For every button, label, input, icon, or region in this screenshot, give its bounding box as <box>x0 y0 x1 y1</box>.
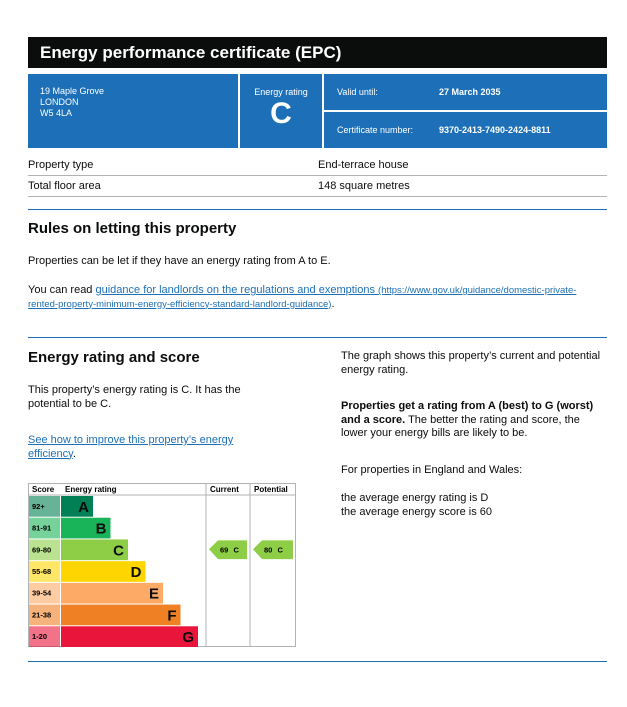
link-text[interactable]: guidance for landlords on the regulation… <box>95 284 375 296</box>
valid-row: Valid until: 27 March 2035 <box>324 74 607 110</box>
paragraph: Properties get a rating from A (best) to… <box>341 400 607 441</box>
column-header: Score <box>32 485 55 494</box>
table-row: Property type End-terrace house <box>28 155 607 176</box>
bold-text: Properties get a rating from A (best) to… <box>341 400 594 426</box>
value: 9370-2413-7490-2424-8811 <box>439 125 551 135</box>
score-cell <box>29 539 60 561</box>
table-row: Total floor area 148 square metres <box>28 176 607 197</box>
cell: End-terrace house <box>318 159 409 171</box>
band-letter: E <box>149 586 159 603</box>
text: . <box>331 297 335 310</box>
score-label: 69-80 <box>32 545 51 554</box>
band-letter: F <box>167 607 176 624</box>
heading: Rules on letting this property <box>28 220 237 237</box>
rating: C <box>270 97 292 130</box>
rating-chart: Score Energy rating Current Potential 92+ A 81… <box>28 483 296 647</box>
divider <box>28 661 607 662</box>
arrow-score: 69 <box>220 545 228 554</box>
score-cell <box>29 517 60 539</box>
band-letter: B <box>96 521 107 538</box>
paragraph: For properties in England and Wales: <box>341 463 523 476</box>
score-cell <box>29 561 60 582</box>
score-label: 1-20 <box>32 632 47 641</box>
cell: Total floor area <box>28 180 101 192</box>
score-cell <box>29 626 60 647</box>
arrow-score: 80 <box>264 545 272 554</box>
link[interactable]: See how to improve this property’s energ… <box>28 434 234 460</box>
score-label: 92+ <box>32 502 45 511</box>
band-bar <box>61 539 128 561</box>
divider <box>28 337 607 338</box>
band-letter: A <box>78 499 89 516</box>
text: You can read <box>28 284 93 296</box>
score-label: 39-54 <box>32 589 52 598</box>
paragraph: the average energy score is 60 <box>341 505 493 518</box>
cert-row: Certificate number: 9370-2413-7490-2424-… <box>324 112 607 148</box>
band-bar <box>61 604 181 626</box>
rating-label: Energy rating <box>254 87 308 97</box>
arrow-band: C <box>233 545 239 554</box>
divider <box>28 209 607 210</box>
band-letter: D <box>131 564 142 581</box>
title: Energy performance certificate (EPC) <box>28 37 607 68</box>
paragraph: This property’s energy rating is C. It h… <box>28 384 241 410</box>
band-letter: G <box>182 629 194 646</box>
paragraph: See how to improve this property’s energ… <box>28 434 258 461</box>
paragraph: Properties can be let if they have an en… <box>28 255 331 267</box>
address-line: 19 Maple Grove <box>40 86 105 96</box>
paragraph: You can read guidance for landlords on t… <box>28 284 588 311</box>
score-cell <box>29 604 60 626</box>
column-header: Energy rating <box>65 485 117 494</box>
score-label: 21-38 <box>32 610 51 619</box>
paragraph: the average energy rating is D <box>341 492 489 504</box>
band-bar <box>61 496 93 517</box>
band-letter: C <box>113 542 124 559</box>
text: . <box>72 447 76 460</box>
rating-box: Energy rating C <box>240 74 322 148</box>
cell: 148 square metres <box>318 180 410 192</box>
link-url[interactable]: (https://www.gov.uk/guidance/domestic-pr… <box>28 285 577 310</box>
score-label: 55-68 <box>32 567 51 576</box>
arrow-band: C <box>277 545 283 554</box>
link[interactable]: guidance for landlords on the regulation… <box>28 284 576 310</box>
text: The better the rating and score, the low… <box>341 413 580 440</box>
address-line: LONDON <box>40 97 79 107</box>
label: Valid until: <box>337 87 378 97</box>
paragraph: The graph shows this property’s current … <box>341 350 601 376</box>
arrow-label: 69 C <box>220 545 239 554</box>
score-label: 81-91 <box>32 524 51 533</box>
value: 27 March 2035 <box>439 87 501 97</box>
heading: Energy rating and score <box>28 349 200 366</box>
score-cell <box>29 496 60 517</box>
band-bar <box>61 626 198 647</box>
rating-arrow <box>209 540 247 560</box>
address: 19 Maple Grove LONDON W5 4LA <box>28 74 238 148</box>
band-bar <box>61 582 163 604</box>
side-text: The graph shows this property’s current … <box>341 350 607 519</box>
cell: Property type <box>28 159 94 171</box>
label: Certificate number: <box>337 125 414 135</box>
arrow-label: 80 C <box>264 545 283 554</box>
column-header: Potential <box>254 485 288 494</box>
rating-arrow <box>253 540 293 560</box>
band-bar <box>61 561 146 582</box>
score-cell <box>29 582 60 604</box>
column-header: Current <box>210 485 239 494</box>
address-line: W5 4LA <box>40 108 73 118</box>
band-bar <box>61 517 111 539</box>
